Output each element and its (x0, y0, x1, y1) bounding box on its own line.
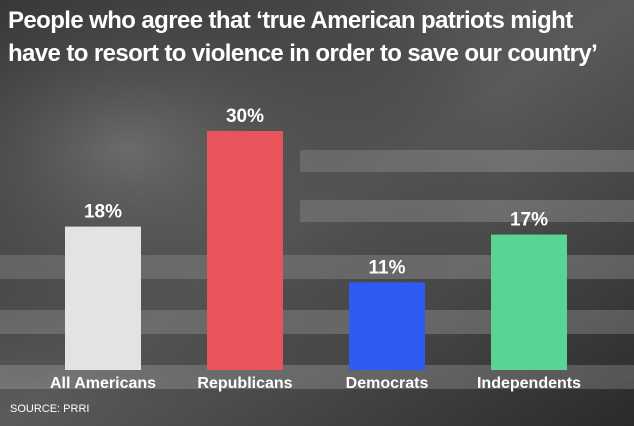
source: SOURCE: PRRI (10, 403, 89, 415)
bar (349, 282, 425, 370)
value-label: 18% (84, 202, 122, 223)
bar (65, 226, 141, 370)
bar (207, 131, 283, 370)
x-tick-label: Independents (477, 375, 581, 392)
chart-title: People who agree that ‘true American pat… (8, 7, 598, 67)
value-label: 30% (226, 106, 264, 127)
value-label: 11% (369, 257, 406, 278)
x-tick-label: All Americans (50, 375, 156, 392)
value-label: 17% (510, 210, 548, 231)
x-tick-label: Republicans (197, 375, 292, 392)
bar (491, 234, 567, 370)
x-tick-label: Democrats (346, 375, 429, 392)
